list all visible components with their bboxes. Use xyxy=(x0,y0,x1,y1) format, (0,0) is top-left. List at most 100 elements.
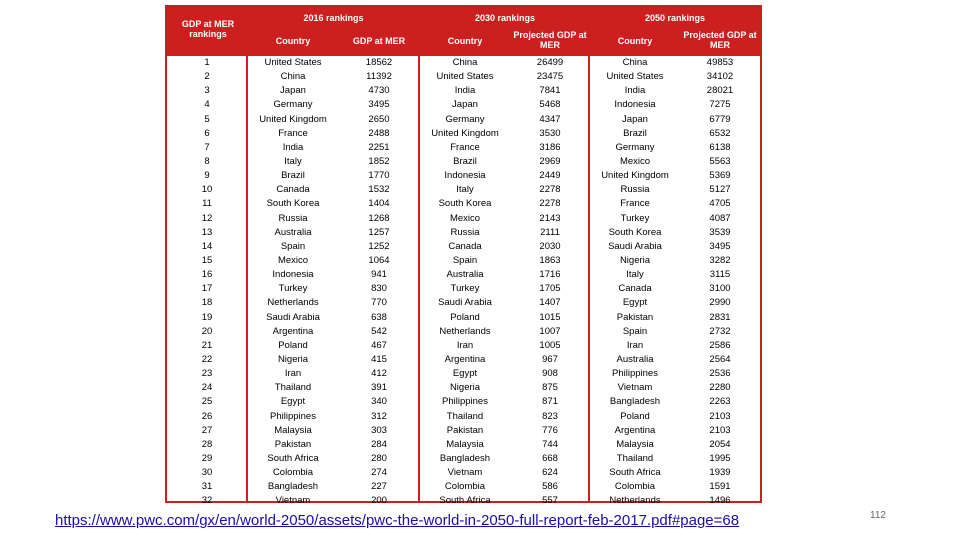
rank-cell: 11 xyxy=(202,198,212,210)
rank-cell: 26 xyxy=(201,410,213,422)
gdp-2016-cell: 11392 xyxy=(366,71,392,83)
gdp-2050-cell: 49853 xyxy=(706,57,734,68)
rank-cell: 14 xyxy=(201,240,213,252)
column-divider xyxy=(418,7,420,501)
gdp-2050-cell: 34102 xyxy=(706,71,734,83)
gdp-2016-cell: 941 xyxy=(371,269,387,281)
country-2016-cell: Russia xyxy=(278,212,308,224)
country-2050-cell: Saudi Arabia xyxy=(608,240,662,252)
country-2016-cell: Argentina xyxy=(272,325,314,337)
table-body: 1 United States 18562 China 26499 China 49853 2… xyxy=(167,56,760,509)
country-2050-cell: Argentina xyxy=(614,424,656,436)
gdp-2030-cell: 1716 xyxy=(539,269,561,281)
country-2016-cell: Spain xyxy=(280,240,306,252)
gdp-2016-cell: 1770 xyxy=(368,170,390,182)
table-row: 31 Bangladesh 227 Colombia 586 Colombia 1591 xyxy=(167,480,760,494)
country-header-2016: Country xyxy=(275,36,311,46)
gdp-2050-cell: 2732 xyxy=(709,325,731,337)
country-2030-cell: Spain xyxy=(452,254,478,266)
table-row: 4 Germany 3495 Japan 5468 Indonesia 7275 xyxy=(167,98,760,112)
country-2050-cell: Japan xyxy=(622,113,648,125)
table-row: 6 France 2488 United Kingdom 3530 Brazil 6532 xyxy=(167,127,760,141)
country-2050-cell: Pakistan xyxy=(616,311,654,323)
country-2030-cell: France xyxy=(450,141,480,153)
rank-cell: 19 xyxy=(201,311,213,323)
gdp-2050-cell: 1939 xyxy=(709,467,731,479)
country-2050-cell: Spain xyxy=(622,325,648,337)
country-2030-cell: Colombia xyxy=(444,481,486,493)
gdp-2030-cell: 2969 xyxy=(539,155,561,167)
gdp-rankings-table: GDP at MER rankings 2016 rankings 2030 r… xyxy=(165,5,762,506)
country-2030-cell: Canada xyxy=(448,240,482,252)
gdp-2030-cell: 26499 xyxy=(536,57,564,68)
country-2030-cell: United Kingdom xyxy=(431,127,499,139)
country-2050-cell: Colombia xyxy=(614,481,656,493)
rank-cell: 32 xyxy=(201,495,213,507)
country-2050-cell: United States xyxy=(606,71,664,83)
gdp-2050-cell: 1496 xyxy=(709,495,731,507)
country-2050-cell: Poland xyxy=(620,410,650,422)
column-divider xyxy=(588,7,590,501)
country-2030-cell: Netherlands xyxy=(439,325,491,337)
table-row: 25 Egypt 340 Philippines 871 Bangladesh 2263 xyxy=(167,395,760,409)
gdp-2050-cell: 2103 xyxy=(709,424,731,436)
gdp-2030-cell: 586 xyxy=(542,481,558,493)
gdp-2030-cell: 2278 xyxy=(539,198,561,210)
gdp-2016-cell: 412 xyxy=(371,368,387,380)
gdp-2030-cell: 1863 xyxy=(539,254,561,266)
table-row: 15 Mexico 1064 Spain 1863 Nigeria 3282 xyxy=(167,254,760,268)
rank-cell: 1 xyxy=(204,57,210,68)
group-header-2016: 2016 rankings xyxy=(303,13,364,23)
gdp-2030-cell: 7841 xyxy=(539,85,561,97)
group-header-2030: 2030 rankings xyxy=(474,13,536,23)
gdp-2050-cell: 2831 xyxy=(709,311,731,323)
gdp-2016-cell: 18562 xyxy=(365,57,393,68)
country-2030-cell: Iran xyxy=(456,339,474,351)
gdp-2050-cell: 2280 xyxy=(709,382,731,394)
source-link[interactable]: https://www.pwc.com/gx/en/world-2050/ass… xyxy=(55,512,740,529)
gdp-2050-cell: 6779 xyxy=(709,113,731,125)
gdp-2050-cell: 2990 xyxy=(709,297,731,309)
gdp-2016-cell: 1257 xyxy=(368,226,390,238)
country-2030-cell: Egypt xyxy=(452,368,478,380)
country-2016-cell: Brazil xyxy=(281,170,305,182)
country-2016-cell: Italy xyxy=(284,155,302,167)
gdp-2016-cell: 280 xyxy=(371,452,387,464)
gdp-2030-cell: 875 xyxy=(542,382,558,394)
gdp-2030-cell: 1015 xyxy=(539,311,561,323)
gdp-2030-cell: 4347 xyxy=(539,113,561,125)
country-2016-cell: Nigeria xyxy=(277,353,309,365)
gdp-2016-cell: 542 xyxy=(371,325,387,337)
gdp-2030-cell: 1005 xyxy=(539,339,561,351)
group-header-2050: 2050 rankings xyxy=(644,13,706,23)
gdp-2016-cell: 2650 xyxy=(368,113,390,125)
country-2050-cell: Turkey xyxy=(620,212,650,224)
rank-cell: 27 xyxy=(201,424,213,436)
country-header-2030: Country xyxy=(447,36,483,46)
rank-cell: 4 xyxy=(204,99,210,111)
country-2016-cell: Australia xyxy=(274,226,312,238)
gdp-2050-cell: 2564 xyxy=(709,353,731,365)
country-2050-cell: Australia xyxy=(616,353,654,365)
country-2030-cell: Saudi Arabia xyxy=(438,297,492,309)
country-2050-cell: Iran xyxy=(626,339,644,351)
table-row: 27 Malaysia 303 Pakistan 776 Argentina 2103 xyxy=(167,424,760,438)
country-2050-cell: Brazil xyxy=(623,127,647,139)
gdp-2030-cell: 967 xyxy=(542,353,558,365)
country-2016-cell: Canada xyxy=(276,184,310,196)
gdp-2050-cell: 1591 xyxy=(709,481,731,493)
country-2016-cell: Bangladesh xyxy=(267,481,319,493)
gdp-2016-cell: 2488 xyxy=(368,127,390,139)
gdp-header-2016: GDP at MER xyxy=(352,36,406,46)
gdp-header-2050: Projected GDP at MER xyxy=(683,30,757,50)
rank-cell: 20 xyxy=(201,325,213,337)
gdp-2050-cell: 1995 xyxy=(709,452,731,464)
table-row: 3 Japan 4730 India 7841 India 28021 xyxy=(167,84,760,98)
country-2016-cell: United States xyxy=(264,57,322,68)
rank-cell: 7 xyxy=(204,141,210,153)
gdp-2050-cell: 2054 xyxy=(709,438,731,450)
gdp-2030-cell: 2278 xyxy=(539,184,561,196)
table-row: 11 South Korea 1404 South Korea 2278 France 47… xyxy=(167,197,760,211)
country-2030-cell: Turkey xyxy=(450,283,480,295)
country-2030-cell: Malaysia xyxy=(446,438,484,450)
